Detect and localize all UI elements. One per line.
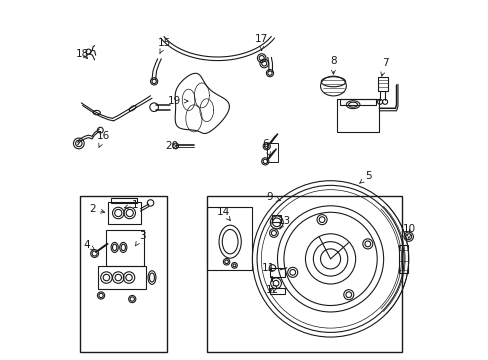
Text: 12: 12: [265, 285, 279, 296]
Bar: [111, 198, 137, 203]
Text: 16: 16: [97, 131, 110, 147]
Text: 15: 15: [158, 38, 171, 53]
Text: 10: 10: [402, 225, 415, 238]
Bar: [377, 77, 387, 91]
Bar: [266, 143, 278, 162]
Polygon shape: [175, 73, 229, 134]
Bar: [269, 268, 284, 277]
Bar: [339, 99, 376, 105]
Text: 5: 5: [359, 171, 371, 183]
Text: 11: 11: [262, 263, 275, 273]
Bar: [272, 215, 281, 222]
Text: 6: 6: [262, 139, 270, 156]
Text: 4: 4: [83, 239, 95, 250]
Bar: [106, 230, 144, 266]
Text: 20: 20: [165, 141, 178, 151]
Text: 8: 8: [329, 56, 336, 74]
Text: 14: 14: [216, 207, 230, 221]
Text: 7: 7: [380, 58, 387, 76]
Bar: [270, 288, 285, 294]
Text: 17: 17: [255, 35, 268, 50]
Text: 1: 1: [124, 200, 138, 210]
Text: 9: 9: [266, 192, 280, 202]
Text: 13: 13: [277, 216, 290, 229]
Text: 3: 3: [135, 231, 145, 246]
Bar: [336, 99, 379, 132]
Bar: [98, 266, 145, 289]
Bar: [206, 207, 251, 270]
Text: 19: 19: [167, 96, 188, 106]
Bar: [398, 244, 407, 273]
Bar: [206, 196, 402, 352]
Bar: [107, 202, 140, 224]
Bar: [80, 196, 167, 352]
Text: 2: 2: [89, 204, 104, 214]
Text: 18: 18: [76, 49, 89, 59]
